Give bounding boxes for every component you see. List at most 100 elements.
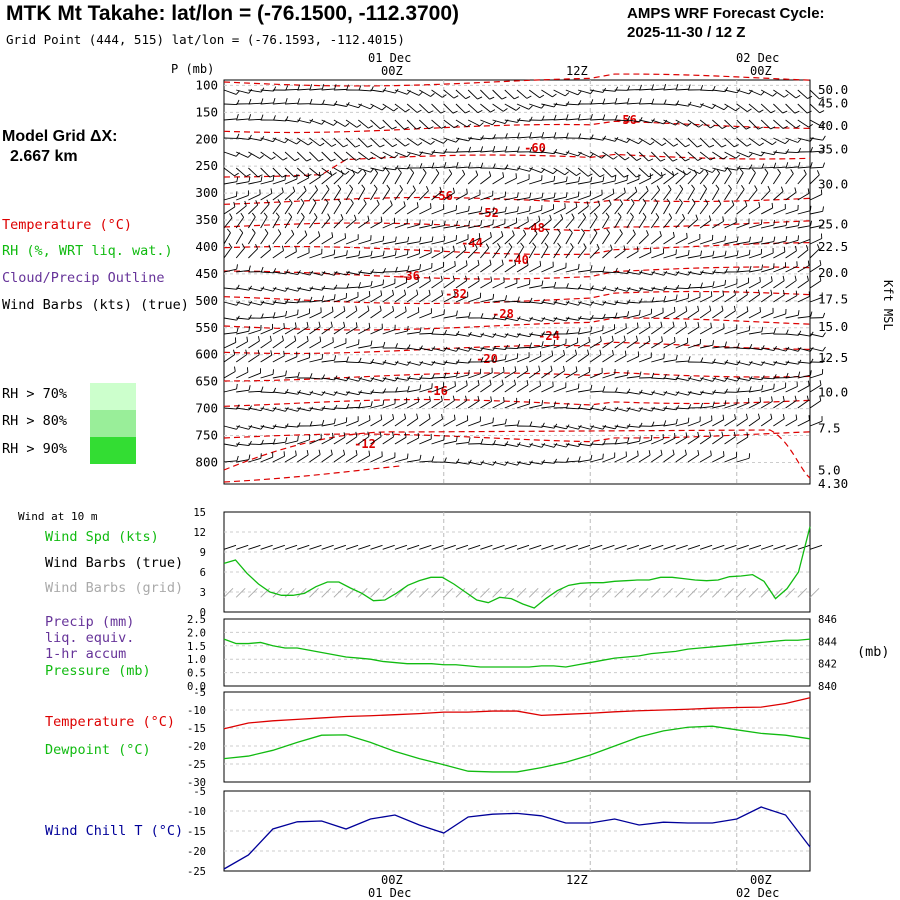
wind-barb-flag — [373, 184, 378, 190]
wind-barb — [516, 333, 530, 338]
wind-barb — [407, 459, 421, 463]
wind-barb — [223, 354, 235, 363]
wind-barb — [345, 202, 354, 215]
wind-barb — [382, 172, 390, 185]
wind-barb — [577, 317, 592, 320]
wind-barb — [394, 390, 408, 393]
wind-barb — [712, 404, 726, 409]
wind-barb-grid — [382, 588, 393, 598]
wind-barb-flag — [782, 275, 785, 281]
wind-barb — [419, 460, 433, 463]
wind-barb — [284, 137, 297, 145]
wind-barb-flag — [773, 360, 778, 366]
wind-barb-flag — [806, 110, 812, 114]
wind-chill-tick-label: -20 — [187, 846, 206, 858]
wind-barb — [468, 347, 481, 352]
precip-label: Precip (mm) — [45, 614, 135, 630]
top-hour-12z: 12Z — [566, 64, 588, 78]
wind-barb — [382, 254, 396, 259]
wind-barb — [333, 421, 347, 427]
wind-barb — [578, 118, 592, 121]
wind-barb-flag — [703, 184, 707, 190]
wind-barb-flag — [590, 99, 594, 105]
wind-barb-flag — [541, 298, 545, 304]
wind-barb — [736, 361, 750, 366]
wind-barb-flag — [773, 383, 775, 389]
wind-barb-flag — [379, 431, 382, 437]
wind-barb — [736, 254, 750, 259]
wind-barb — [260, 249, 271, 259]
wind-barb-flag — [382, 376, 387, 382]
wind-barb — [248, 372, 261, 379]
wind-barb — [236, 137, 250, 140]
wind-barb-flag — [480, 346, 485, 352]
wind-barb — [736, 151, 749, 158]
wind-barb — [724, 204, 735, 215]
wind-barb — [541, 443, 555, 448]
wind-barb — [565, 196, 579, 201]
wind-barb — [284, 202, 293, 215]
wind-barb — [589, 248, 600, 259]
wind-barb — [443, 347, 457, 352]
wind-barb — [748, 281, 761, 289]
wind-barb-flag — [468, 346, 472, 352]
wind-barb — [565, 118, 579, 121]
wind-barb — [455, 103, 466, 114]
wind-barb — [394, 294, 406, 303]
wind-barb-flag — [428, 289, 431, 295]
wind-barb-flag — [727, 168, 732, 174]
wind-barb-flag — [614, 86, 619, 92]
wind-barb-grid — [748, 588, 759, 598]
wind-barb — [309, 137, 321, 147]
wind-barb-flag — [480, 146, 484, 152]
wind-barb-flag — [623, 245, 626, 251]
wind-barb — [675, 391, 689, 396]
wind-barb — [468, 333, 481, 338]
wind-barb-flag — [771, 202, 774, 208]
wind-barb — [602, 249, 613, 259]
wind-barb-flag — [492, 332, 497, 338]
wind-barb — [419, 224, 433, 229]
wind-barb-flag — [663, 390, 668, 396]
pressure-tick-label: 600 — [195, 347, 218, 362]
wind-barb-flag — [368, 125, 373, 129]
wind-barb — [443, 239, 457, 245]
wind-barb-flag — [822, 162, 825, 168]
wind-barb — [773, 387, 786, 393]
wind-barb-true — [638, 544, 652, 550]
wind-barb — [419, 240, 433, 245]
wind-barb-flag — [452, 395, 455, 401]
wind-barb — [480, 298, 494, 303]
wind-barb — [724, 119, 735, 130]
pressure-tick-label: 550 — [195, 320, 218, 335]
wind-barb — [284, 119, 298, 123]
wind-barb — [333, 454, 345, 463]
legend-temperature: Temperature (°C) — [2, 217, 133, 233]
wind-barb-flag — [627, 268, 631, 274]
wind-barb — [260, 340, 272, 349]
wind-barb-flag — [597, 200, 601, 206]
wind-barb — [455, 137, 469, 142]
wind-barb — [590, 194, 603, 201]
wind-barb — [467, 103, 479, 114]
wind-barb — [565, 407, 579, 410]
wind-barb-flag — [637, 450, 639, 456]
wind-barb — [663, 103, 677, 106]
wind-barb — [358, 436, 370, 445]
wind-barb-flag — [570, 242, 574, 248]
wind-barb — [419, 151, 433, 155]
wind-barb — [235, 247, 245, 259]
wind-barb-flag — [611, 335, 614, 341]
wind-barb — [724, 240, 738, 245]
wind-barb-flag — [617, 212, 622, 218]
wind-barb — [223, 388, 237, 393]
wind-barb — [577, 371, 590, 379]
wind-barb-flag — [588, 336, 590, 342]
wind-barb-flag — [593, 228, 598, 234]
wind-barb-flag — [733, 126, 739, 130]
wind-barb-flag — [685, 306, 688, 312]
bottom-hour-00z-a: 00Z — [381, 873, 403, 887]
wind-barb — [614, 327, 627, 335]
wind-barb — [455, 374, 469, 379]
wind-barb — [761, 388, 774, 393]
